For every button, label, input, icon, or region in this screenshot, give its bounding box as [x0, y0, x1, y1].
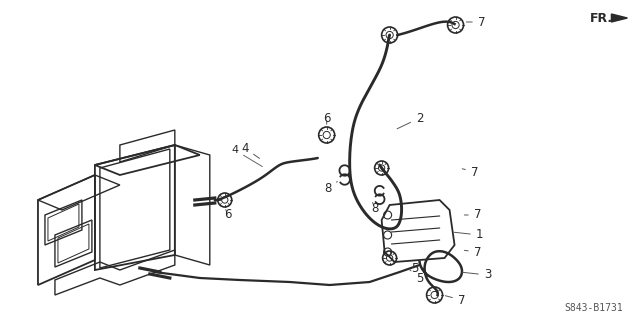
Text: 5: 5 — [411, 262, 419, 275]
Text: 6: 6 — [224, 209, 232, 221]
Text: 7: 7 — [445, 293, 465, 307]
Text: 1: 1 — [454, 228, 483, 241]
Text: 7: 7 — [465, 209, 481, 221]
Polygon shape — [611, 14, 627, 22]
Text: FR.: FR. — [589, 11, 612, 25]
Text: S843-B1731: S843-B1731 — [564, 303, 623, 313]
Text: 8: 8 — [371, 202, 378, 214]
Text: 8: 8 — [324, 182, 337, 195]
Text: 7: 7 — [464, 246, 481, 258]
Text: 3: 3 — [462, 269, 492, 281]
Text: 6: 6 — [323, 112, 330, 124]
Text: 7: 7 — [467, 16, 485, 28]
Text: 4: 4 — [241, 142, 259, 159]
Text: 7: 7 — [462, 166, 478, 179]
Text: 5: 5 — [410, 270, 423, 285]
Text: 2: 2 — [397, 112, 423, 129]
Text: 4: 4 — [231, 145, 262, 167]
